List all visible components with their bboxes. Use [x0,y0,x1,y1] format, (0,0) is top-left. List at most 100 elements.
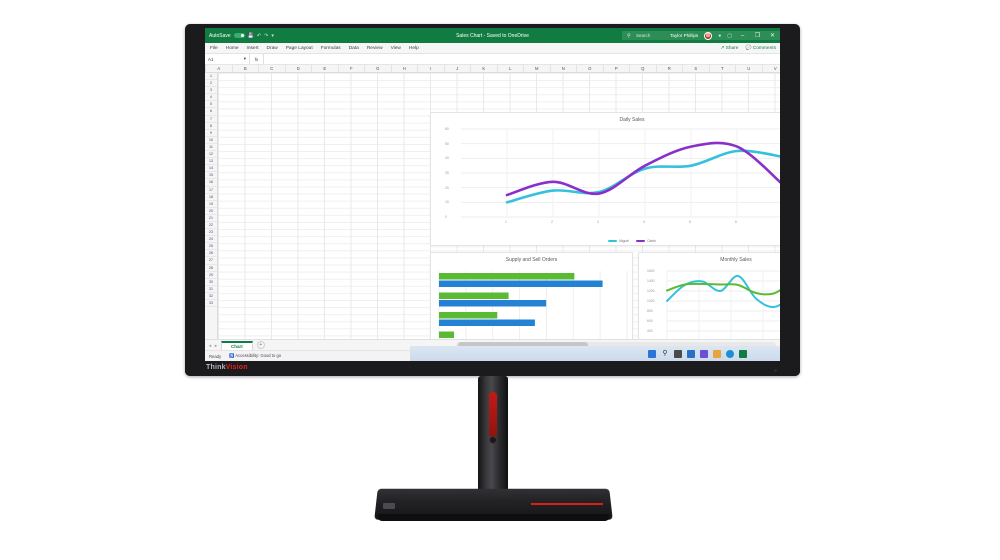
tab-home[interactable]: Home [225,45,239,51]
row-header[interactable]: 14 [205,165,217,173]
save-icon[interactable]: 💾 [247,32,254,39]
column-header[interactable]: A [206,65,233,72]
chevron-down-icon[interactable]: ▾ [271,32,274,39]
ribbon-options-icon[interactable]: ▢ [727,32,732,39]
tab-review[interactable]: Review [366,45,383,51]
row-header[interactable]: 10 [205,137,217,144]
column-header[interactable]: U [736,65,763,72]
column-header[interactable]: L [498,65,524,72]
search-input[interactable]: ⚲ Search [622,31,780,40]
column-header[interactable]: T [710,65,736,72]
row-header[interactable]: 30 [205,279,217,286]
column-header[interactable]: C [259,65,286,72]
column-header[interactable]: V [763,65,781,72]
row-header[interactable]: 6 [205,108,217,116]
column-header[interactable]: S [683,65,710,72]
row-header[interactable]: 12 [205,151,217,159]
sheet-tab-chart[interactable]: Chart [221,340,253,350]
chevron-down-icon[interactable]: ▾ [243,56,246,61]
row-header[interactable]: 24 [205,236,217,244]
row-header[interactable]: 31 [205,286,217,293]
close-button[interactable]: ✕ [769,33,776,39]
column-header[interactable]: R [657,65,683,72]
row-header[interactable]: 3 [205,87,217,95]
row-header[interactable]: 11 [205,144,217,152]
column-header[interactable]: Q [630,65,657,72]
row-header[interactable]: 29 [205,272,217,279]
column-header[interactable]: K [471,65,498,72]
x-axis-tick: 3 [597,220,599,224]
column-header[interactable]: D [286,65,312,72]
row-header[interactable]: 28 [205,265,217,272]
column-header[interactable]: B [233,65,259,72]
column-header[interactable]: H [392,65,418,72]
row-header[interactable]: 33 [205,300,217,308]
comments-button[interactable]: 💬 Comments [745,45,776,51]
excel-icon[interactable] [739,349,747,358]
column-header[interactable]: O [577,65,604,72]
share-button[interactable]: ↗ Share [720,45,739,51]
column-header[interactable]: P [604,65,630,72]
row-header[interactable]: 15 [205,172,217,180]
ribbon-display-icon[interactable]: ● [718,32,722,39]
row-header[interactable]: 26 [205,250,217,258]
row-header[interactable]: 7 [205,116,217,123]
avatar[interactable] [704,31,713,40]
column-header[interactable]: M [524,65,551,72]
row-header[interactable]: 23 [205,229,217,237]
row-header[interactable]: 8 [205,123,217,130]
row-header[interactable]: 16 [205,179,217,187]
minimize-button[interactable]: – [740,32,745,39]
row-header[interactable]: 5 [205,101,217,109]
insert-function-icon[interactable]: fx [250,54,264,64]
row-header[interactable]: 25 [205,243,217,251]
row-header[interactable]: 17 [205,187,217,194]
task-view-icon[interactable] [674,349,682,358]
column-header[interactable]: N [551,65,577,72]
chat-icon[interactable] [700,349,708,358]
column-header[interactable]: E [312,65,339,72]
tab-file[interactable]: File [210,45,218,51]
row-header[interactable]: 13 [205,158,217,166]
column-header[interactable]: F [339,65,365,72]
horizontal-scrollbar[interactable] [456,342,776,348]
name-box[interactable]: A1 ▾ [205,54,250,64]
select-all-corner[interactable] [205,65,206,72]
row-header[interactable]: 1 [205,73,217,81]
autosave-toggle[interactable] [233,33,245,38]
tab-insert[interactable]: Insert [246,45,259,51]
row-header[interactable]: 32 [205,293,217,300]
accessibility-status[interactable]: ♿ Accessibility: Good to go [229,353,282,358]
row-header[interactable]: 9 [205,130,217,137]
restore-button[interactable]: ❐ [754,33,761,39]
sheet-nav-arrows[interactable]: ◄► [208,342,220,348]
row-header[interactable]: 21 [205,215,217,222]
row-header[interactable]: 19 [205,201,217,208]
row-header[interactable]: 2 [205,80,217,88]
add-sheet-button[interactable]: + [256,341,265,349]
scrollbar-thumb[interactable] [458,342,588,348]
tab-data[interactable]: Data [348,45,359,51]
row-header[interactable]: 22 [205,222,217,230]
search-icon[interactable]: ⚲ [662,349,668,357]
tab-page-layout[interactable]: Page Layout [285,45,313,51]
tab-view[interactable]: View [390,45,401,51]
column-header[interactable]: G [365,65,392,72]
column-header[interactable]: I [418,65,445,72]
start-icon[interactable] [648,349,656,358]
chart-supply-sell-orders[interactable]: Supply and Sell Orders Supply Sell [430,252,633,356]
row-header[interactable]: 27 [205,257,217,265]
row-header[interactable]: 4 [205,94,217,102]
tab-help[interactable]: Help [408,45,419,51]
row-header[interactable]: 18 [205,194,217,201]
undo-icon[interactable]: ↶ [256,32,262,39]
row-header[interactable]: 20 [205,208,217,215]
column-header[interactable]: J [445,65,471,72]
tab-formulas[interactable]: Formulas [320,45,341,51]
widgets-icon[interactable] [687,349,695,358]
edge-icon[interactable] [726,349,734,358]
tab-draw[interactable]: Draw [266,45,278,51]
redo-icon[interactable]: ↷ [264,32,269,39]
file-explorer-icon[interactable] [713,349,721,358]
